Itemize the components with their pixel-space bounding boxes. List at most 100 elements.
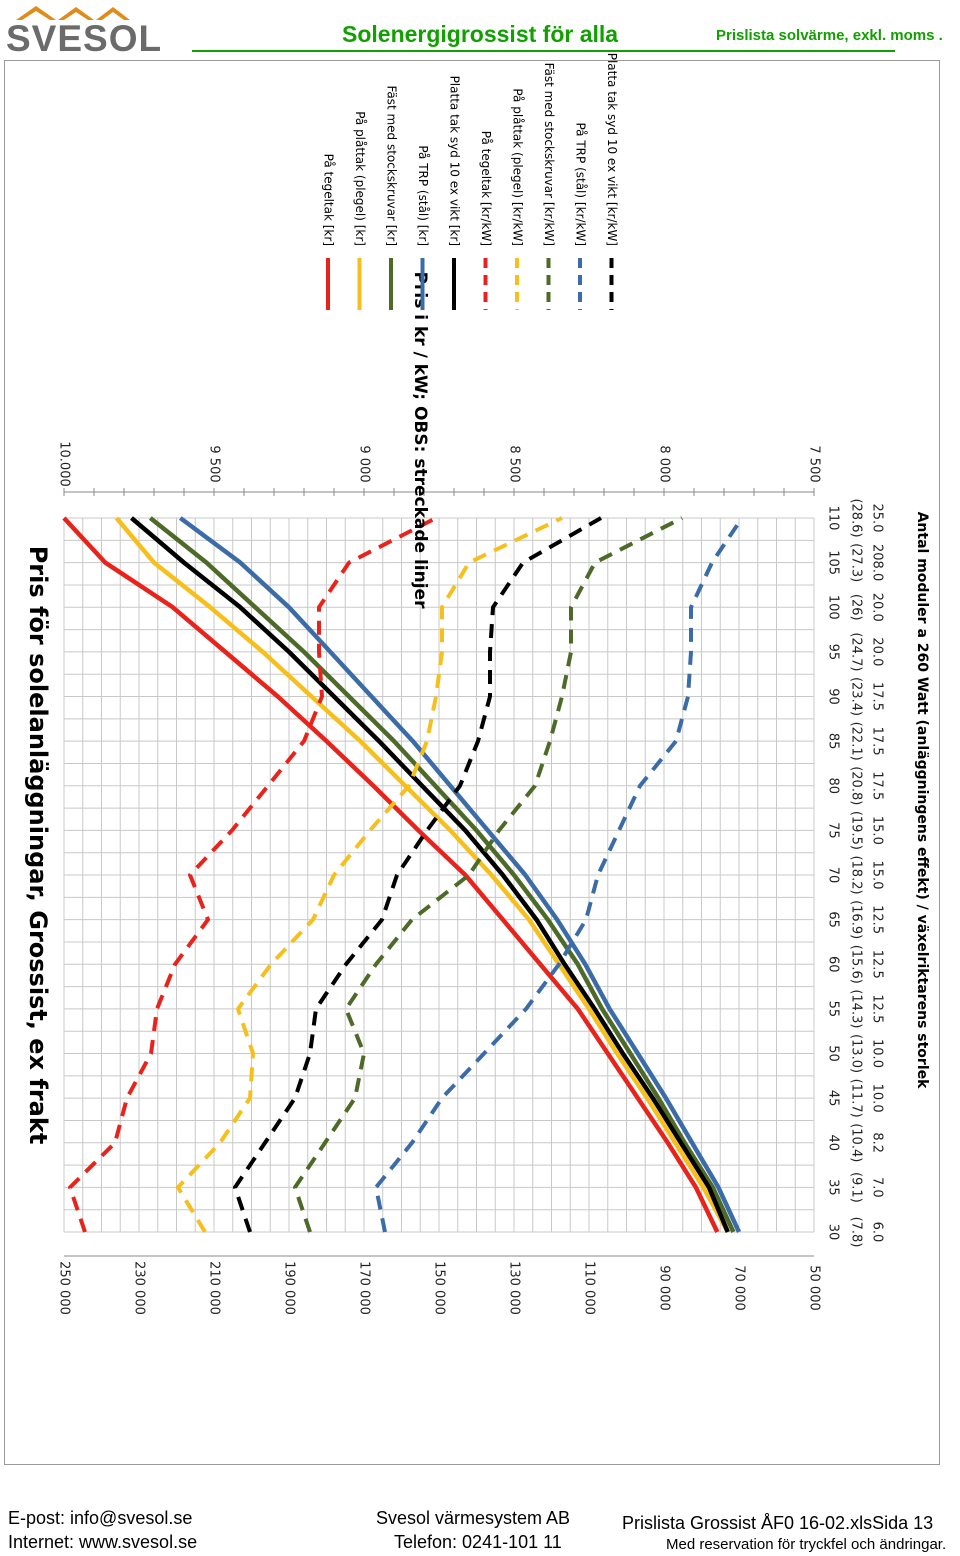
- x-tick-label-modules: 80: [826, 777, 841, 794]
- x-tick-label-inverter: 17.5: [870, 682, 885, 711]
- x-tick-label-modules: 60: [826, 956, 841, 973]
- x-tick-label-modules: 90: [826, 688, 841, 705]
- footer-company: Svesol värmesystem AB: [376, 1508, 571, 1528]
- left-axis-tick-label: 250 000: [57, 1261, 72, 1315]
- legend-label: Fäst med stockskruvar [kr/kW]: [542, 63, 556, 246]
- svesol-logo: [16, 6, 130, 20]
- left-axis-tick-label: 230 000: [132, 1261, 147, 1315]
- x-tick-label-kw: (15.6): [849, 945, 864, 984]
- chart-legend: [326, 258, 614, 310]
- right-axis-tick-label: 7 500: [807, 445, 822, 482]
- x-tick-label-inverter: 6.0: [870, 1222, 885, 1243]
- right-axis-tick-label: 8 500: [507, 445, 522, 482]
- x-tick-label-kw: (13.0): [849, 1034, 864, 1073]
- chart-title: Pris för solelanläggningar, Grossist, ex…: [24, 546, 52, 1145]
- series-line: [233, 516, 602, 1233]
- series-line: [293, 516, 683, 1233]
- right-axis-tick-label: 8 000: [657, 445, 672, 482]
- left-axis-tick-label: 50 000: [807, 1265, 822, 1311]
- x-tick-label-modules: 45: [826, 1090, 841, 1107]
- series-line: [62, 516, 720, 1233]
- legend-label: På TRP (stål) [kr/kW]: [574, 122, 588, 246]
- left-axis-tick-label: 70 000: [732, 1265, 747, 1311]
- x-tick-label-kw: (14.3): [849, 989, 864, 1028]
- chart-series: [62, 516, 744, 1234]
- x-tick-label-modules: 30: [826, 1224, 841, 1241]
- right-axis-tick-label: 10.000: [57, 441, 72, 487]
- series-line: [114, 516, 730, 1234]
- footer-note: Med reservation för tryckfel och ändring…: [666, 1536, 947, 1553]
- x-tick-label-inverter: 15.0: [870, 861, 885, 890]
- x-tick-label-kw: (9.1): [849, 1172, 864, 1203]
- legend-label: På TRP (stål) [kr]: [416, 145, 430, 246]
- x-tick-label-inverter: 10.0: [870, 1039, 885, 1068]
- x-tick-label-inverter: 7.0: [870, 1177, 885, 1198]
- x-tick-label-modules: 70: [826, 867, 841, 884]
- x-tick-label-inverter: 12.5: [870, 994, 885, 1023]
- x-tick-label-inverter: 20.0: [870, 593, 885, 622]
- chart-axes: 50 000 70 000 90 000 110 000 130 000 150 000 1…: [24, 53, 930, 1315]
- footer-internet: Internet: www.svesol.se: [8, 1532, 198, 1552]
- series-line: [374, 516, 744, 1233]
- x-tick-label-modules: 65: [826, 911, 841, 928]
- legend-label: På tegeltak [kr/kW]: [479, 131, 493, 246]
- legend-label: Platta tak syd 10 ex vikt [kr/kW]: [605, 53, 619, 246]
- chart-grid: [63, 488, 815, 1257]
- x-tick-label-inverter: 12.5: [870, 950, 885, 979]
- header-subtitle: Prislista solvärme, exkl. moms .: [716, 27, 943, 44]
- legend-label: På plåttak (plegel) [kr]: [353, 111, 367, 246]
- footer-email: E-post: info@svesol.se: [8, 1508, 193, 1528]
- x-tick-label-inverter: 20.0: [870, 637, 885, 666]
- header-title: Solenergigrossist för alla: [342, 21, 619, 47]
- left-axis-tick-label: 130 000: [507, 1261, 522, 1315]
- legend-label: På tegeltak [kr]: [322, 154, 336, 246]
- right-axis-title: Pris i kr / kW; OBS: streckade linjer: [410, 272, 430, 610]
- x-tick-label-kw: (23.4): [849, 677, 864, 716]
- x-tick-label-kw: (18.2): [849, 855, 864, 894]
- series-line: [148, 516, 736, 1233]
- x-tick-label-modules: 100: [826, 595, 841, 620]
- left-axis-tick-label: 210 000: [207, 1261, 222, 1315]
- x-tick-label-inverter: 208.0: [870, 544, 885, 581]
- x-tick-label-inverter: 12.5: [870, 905, 885, 934]
- x-tick-label-kw: (11.7): [849, 1079, 864, 1118]
- right-axis-tick-label: 9 000: [357, 445, 372, 482]
- left-axis-tick-label: 110 000: [582, 1261, 597, 1315]
- logo-text: SVESOL: [6, 18, 163, 59]
- x-tick-label-modules: 55: [826, 1001, 841, 1018]
- x-tick-label-kw: (20.8): [849, 766, 864, 805]
- x-tick-label-kw: (28.6): [849, 498, 864, 537]
- x-tick-label-kw: (7.8): [849, 1217, 864, 1248]
- x-tick-label-inverter: 8.2: [870, 1132, 885, 1153]
- x-tick-label-inverter: 17.5: [870, 771, 885, 800]
- x-tick-label-inverter: 17.5: [870, 727, 885, 756]
- x-tick-label-modules: 105: [826, 550, 841, 575]
- x-tick-label-kw: (19.5): [849, 811, 864, 850]
- x-tick-label-kw: (10.4): [849, 1123, 864, 1162]
- page-frame: [4, 60, 940, 1465]
- x-tick-label-kw: (22.1): [849, 722, 864, 761]
- x-tick-label-modules: 40: [826, 1134, 841, 1151]
- x-axis-title: Antal moduler a 260 Watt (anläggningens …: [914, 512, 930, 1090]
- x-tick-label-kw: (27.3): [849, 543, 864, 582]
- x-tick-label-kw: (16.9): [849, 900, 864, 939]
- x-tick-label-inverter: 25.0: [870, 504, 885, 533]
- series-line: [130, 516, 730, 1233]
- left-axis-tick-label: 90 000: [657, 1265, 672, 1311]
- footer-document: Prislista Grossist ÅF0 16-02.xlsSida 13: [622, 1513, 934, 1533]
- legend-label: Fäst med stockskruvar [kr]: [385, 86, 399, 246]
- x-tick-label-inverter: 10.0: [870, 1084, 885, 1113]
- x-tick-label-inverter: 15.0: [870, 816, 885, 845]
- header-rule: [192, 50, 895, 52]
- series-line: [176, 516, 563, 1234]
- left-axis-tick-label: 190 000: [282, 1261, 297, 1315]
- x-tick-label-modules: 35: [826, 1179, 841, 1196]
- legend-label: Platta tak syd 10 ex vikt [kr]: [448, 76, 462, 246]
- x-tick-label-modules: 85: [826, 733, 841, 750]
- x-tick-label-kw: (26): [849, 594, 864, 621]
- x-tick-label-modules: 75: [826, 822, 841, 839]
- left-axis-tick-label: 170 000: [357, 1261, 372, 1315]
- series-line: [178, 516, 742, 1233]
- x-tick-label-modules: 50: [826, 1045, 841, 1062]
